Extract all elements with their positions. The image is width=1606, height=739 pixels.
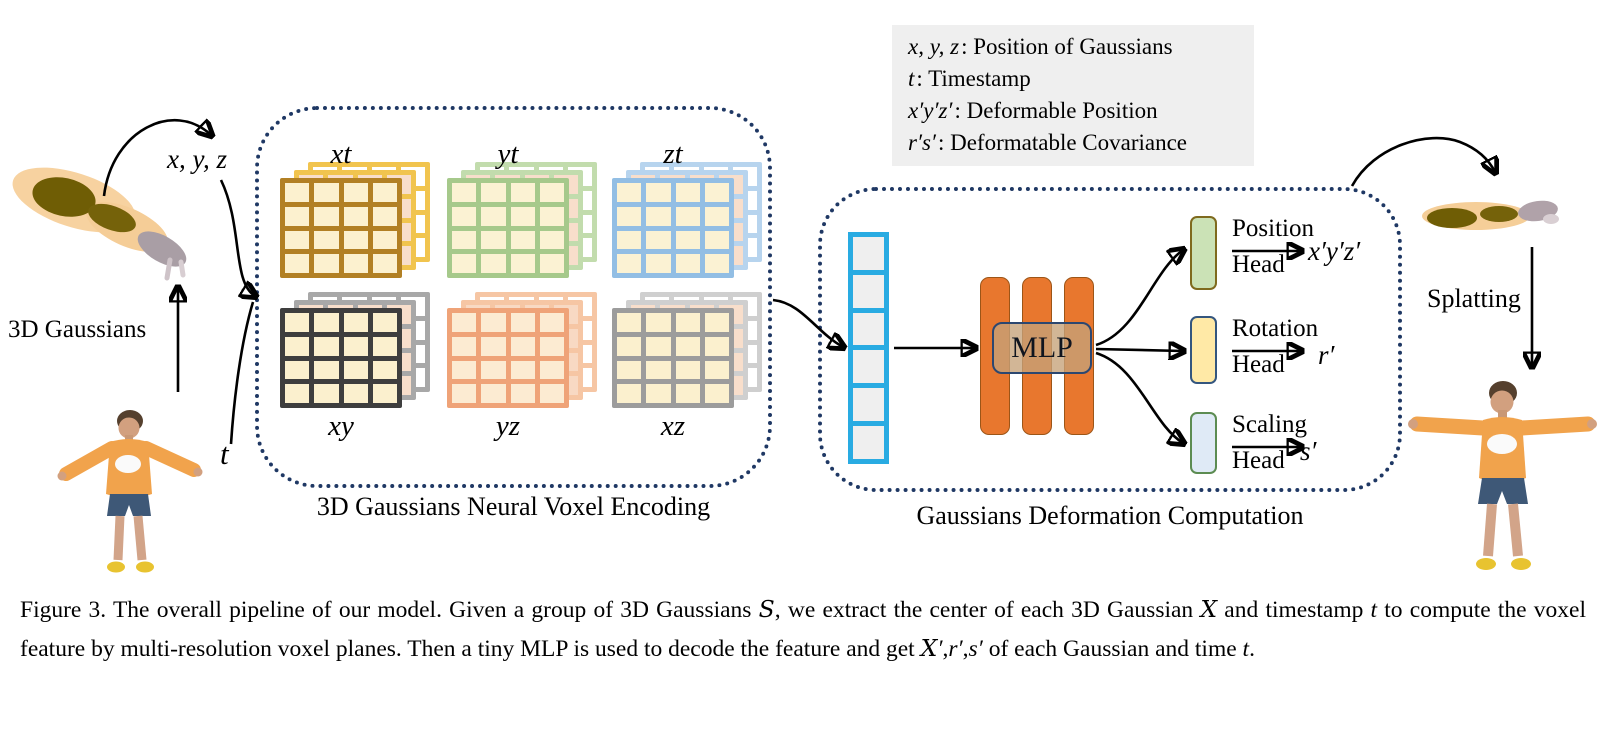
rotation-head-label-line1: Rotation bbox=[1232, 315, 1319, 342]
voxel-plane-label: xy bbox=[328, 410, 354, 442]
scaling-head-output: s′ bbox=[1300, 436, 1317, 466]
scaling-head-label-line2: Head bbox=[1232, 447, 1285, 474]
t-label: t bbox=[220, 436, 229, 471]
splatting-label: Splatting bbox=[1427, 284, 1521, 313]
legend-item: x′y′z′: Deformable Position bbox=[908, 98, 1158, 123]
rotation-head-output: r′ bbox=[1318, 340, 1335, 370]
voxel-plane-label: xz bbox=[660, 410, 686, 442]
xyz-to-encoder-arrow bbox=[219, 179, 255, 296]
gaussians-3d-label: 3D Gaussians bbox=[8, 316, 147, 343]
legend-box: x, y, z: Position of Gaussians t: Timesta… bbox=[892, 25, 1254, 166]
voxel-plane-label: yz bbox=[495, 410, 521, 442]
scaling-head-label-line1: Scaling bbox=[1232, 411, 1307, 438]
legend-item: r′s′: Deformatable Covariance bbox=[908, 130, 1188, 155]
position-head-label-line2: Head bbox=[1232, 251, 1285, 278]
person-image-left bbox=[57, 410, 203, 573]
figure-caption: Figure 3. The overall pipeline of our mo… bbox=[20, 595, 1586, 662]
voxel-plane-label: yt bbox=[497, 138, 519, 170]
t-to-encoder-line bbox=[229, 301, 255, 445]
voxel-plane-xy: xy bbox=[280, 292, 430, 442]
voxel-plane-layer bbox=[280, 308, 402, 408]
voxel-plane-layer bbox=[612, 178, 734, 278]
voxel-plane-yt: yt bbox=[447, 138, 597, 278]
voxel-plane-xt: xt bbox=[280, 138, 430, 278]
voxel-plane-label: xt bbox=[330, 138, 352, 170]
scaling-head-rect bbox=[1190, 412, 1217, 474]
voxel-plane-layer bbox=[280, 178, 402, 278]
position-head-label-line1: Position bbox=[1232, 215, 1314, 242]
feature-vector-cell bbox=[853, 388, 884, 422]
voxel-plane-layer bbox=[447, 308, 569, 408]
gaussian-arm-image-left bbox=[12, 167, 187, 281]
voxel-plane-xz: xz bbox=[612, 292, 762, 442]
mlp-label: MLP bbox=[1011, 331, 1073, 364]
voxel-plane-label: zt bbox=[663, 138, 683, 170]
voxel-plane-layer bbox=[612, 308, 734, 408]
mlp-box: MLP bbox=[992, 322, 1092, 374]
rotation-head-rect bbox=[1190, 316, 1217, 384]
voxel-plane-zt: zt bbox=[612, 138, 762, 278]
feature-vector-cell bbox=[853, 312, 884, 346]
feature-vector-cell bbox=[853, 426, 884, 459]
deformed-arm-image-right bbox=[1422, 200, 1559, 230]
decoder-to-arm-arrow bbox=[1350, 136, 1495, 187]
rotation-head-label-line2: Head bbox=[1232, 351, 1285, 378]
voxel-plane-yz: yz bbox=[447, 292, 597, 442]
feature-vector-cell bbox=[853, 274, 884, 308]
voxel-plane-layer bbox=[447, 178, 569, 278]
feature-vector-cell bbox=[853, 237, 884, 270]
feature-vector bbox=[848, 232, 889, 464]
legend-item: t: Timestamp bbox=[908, 66, 1031, 91]
deformation-caption: Gaussians Deformation Computation bbox=[916, 501, 1304, 530]
position-head-output: x′y′z′ bbox=[1308, 236, 1361, 266]
scaling-head: Scaling Head s′ bbox=[1190, 412, 1400, 512]
legend-item: x, y, z: Position of Gaussians bbox=[908, 34, 1173, 59]
position-head: Position Head x′y′z′ bbox=[1190, 216, 1400, 316]
rotation-head: Rotation Head r′ bbox=[1190, 316, 1400, 416]
position-head-rect bbox=[1190, 216, 1217, 290]
person-image-right bbox=[1408, 381, 1597, 570]
voxel-encoding-caption: 3D Gaussians Neural Voxel Encoding bbox=[316, 492, 711, 521]
feature-vector-cell bbox=[853, 350, 884, 384]
